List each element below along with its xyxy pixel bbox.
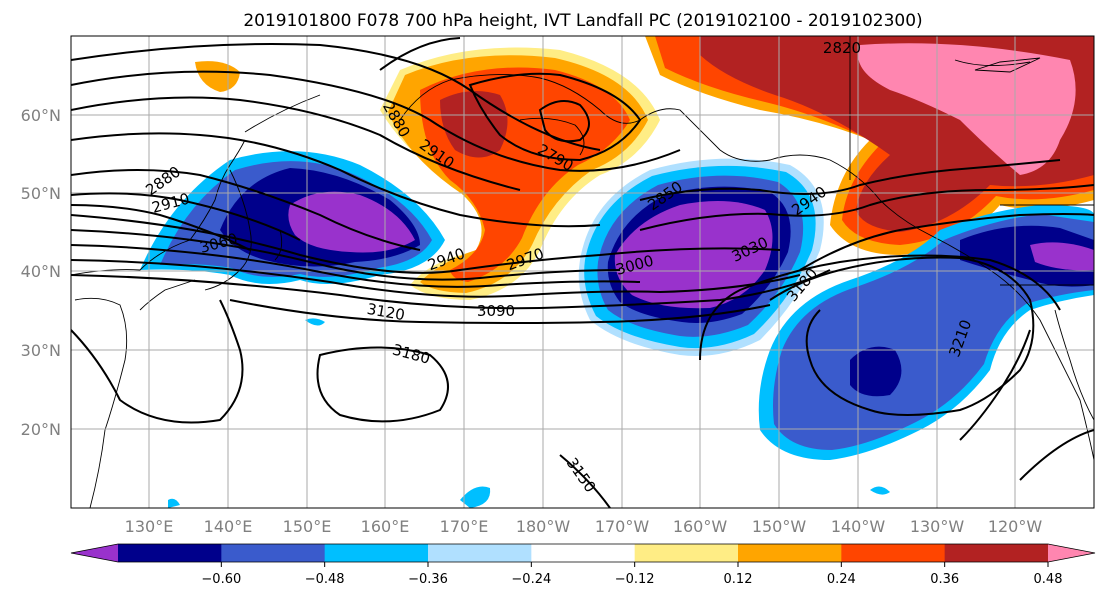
colorbar-segment	[71, 544, 118, 562]
colorbar-segment	[841, 544, 946, 562]
colorbar-tick-label: −0.48	[305, 572, 345, 587]
contour-label: 3090	[477, 302, 515, 320]
map-title: 2019101800 F078 700 hPa height, IVT Land…	[243, 11, 922, 31]
colorbar-segment	[944, 544, 1049, 562]
lat-label: 40°N	[21, 262, 61, 281]
lon-label: 170°E	[440, 517, 489, 536]
colorbar-segment	[1048, 544, 1095, 562]
colorbar-tick-label: 0.12	[724, 572, 753, 587]
gridlines	[71, 36, 1094, 508]
colorbar-tick-label: 0.48	[1034, 572, 1063, 587]
lat-label: 50°N	[21, 184, 61, 203]
lat-label: 60°N	[21, 106, 61, 125]
colorbar-tick-label: −0.24	[511, 572, 551, 587]
lon-label: 170°W	[595, 517, 650, 536]
colorbar-tick-label: 0.24	[827, 572, 856, 587]
colorbar-tick-label: −0.36	[408, 572, 448, 587]
latitude-labels: 60°N 50°N 40°N 30°N 20°N	[21, 106, 61, 439]
lon-label: 140°E	[204, 517, 253, 536]
lon-label: 140°W	[831, 517, 886, 536]
lon-label: 180°W	[516, 517, 571, 536]
colorbar-segment	[634, 544, 739, 562]
colorbar-segment	[738, 544, 842, 562]
colorbar-outline	[70, 543, 1096, 563]
lon-label: 150°E	[283, 517, 332, 536]
lon-label: 150°W	[752, 517, 807, 536]
longitude-labels: 130°E 140°E 150°E 160°E 170°E 180°W 170°…	[125, 517, 1043, 536]
lon-label: 120°W	[988, 517, 1043, 536]
map-panel: 2820 2880 2910 2790 2880 2910 2850 2940 …	[21, 35, 1095, 536]
colorbar-tick-label: 0.36	[930, 572, 959, 587]
lon-label: 130°W	[910, 517, 965, 536]
colorbar-segment	[221, 544, 326, 562]
lon-label: 160°W	[673, 517, 728, 536]
colorbar-segment	[324, 544, 429, 562]
map-frame	[70, 35, 1095, 509]
lon-label: 130°E	[125, 517, 174, 536]
colorbar-segment	[118, 544, 222, 562]
colorbar-segment	[531, 544, 636, 562]
colorbar: −0.60 −0.48 −0.36 −0.24 −0.12 0.12 0.24 0.36 0.4…	[70, 543, 1096, 587]
lat-label: 20°N	[21, 420, 61, 439]
colorbar-segment	[428, 544, 532, 562]
lon-label: 160°E	[361, 517, 410, 536]
lat-label: 30°N	[21, 341, 61, 360]
colorbar-tick-label: −0.60	[201, 572, 241, 587]
colorbar-tick-label: −0.12	[615, 572, 655, 587]
contour-label: 2820	[823, 39, 861, 57]
height-contours	[71, 37, 1094, 508]
